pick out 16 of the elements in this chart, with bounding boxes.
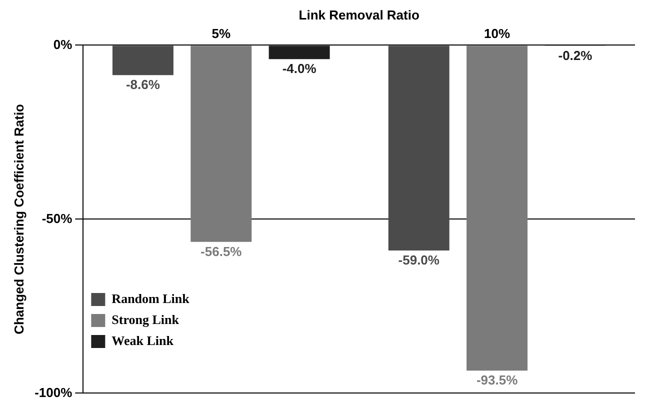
x-axis-title: Link Removal Ratio	[298, 7, 420, 22]
data-label: -56.5%	[200, 244, 242, 259]
y-axis-title: Changed Clustering Coefficient Ratio	[11, 104, 26, 334]
legend-label: Random Link	[112, 290, 190, 306]
y-tick-label: 0%	[53, 36, 73, 52]
x-tick-label: 5%	[212, 26, 231, 41]
y-tick-label: -100%	[34, 384, 73, 400]
y-tick-label: -50%	[42, 210, 73, 226]
data-label: -0.2%	[558, 48, 593, 63]
legend-label: Strong Link	[112, 312, 180, 327]
data-label: -59.0%	[398, 252, 440, 268]
x-tick-label: 10%	[484, 26, 510, 41]
data-label: -8.6%	[126, 77, 160, 92]
data-label: -93.5%	[476, 372, 518, 388]
legend-label: Weak Link	[112, 332, 174, 348]
data-label: -4.0%	[282, 61, 317, 76]
